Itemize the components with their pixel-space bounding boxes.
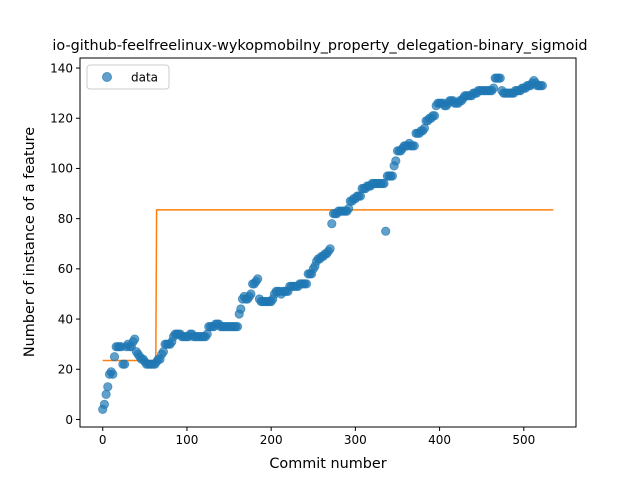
- y-tick-label: 80: [58, 212, 73, 226]
- legend: data: [86, 64, 170, 90]
- plot-area: [98, 73, 554, 414]
- x-tick-label: 200: [260, 433, 283, 447]
- data-point: [130, 334, 140, 344]
- data-point: [391, 156, 401, 166]
- y-tick-label: 140: [50, 61, 73, 75]
- fit-line: [102, 209, 554, 362]
- x-tick-label: 500: [512, 433, 535, 447]
- y-tick-label: 20: [58, 363, 73, 377]
- data-point: [301, 279, 312, 289]
- data-point: [387, 171, 397, 181]
- data-point: [327, 219, 337, 229]
- data-point: [381, 226, 391, 236]
- x-tick-label: 400: [428, 433, 451, 447]
- x-axis-label: Commit number: [269, 456, 386, 472]
- y-tick-label: 120: [50, 112, 73, 126]
- x-tick-label: 100: [175, 433, 198, 447]
- y-axis-label: Number of instance of a feature: [22, 127, 38, 357]
- axes-frame: [79, 57, 577, 428]
- legend-box: [86, 64, 170, 90]
- data-point: [325, 244, 335, 254]
- data-point: [99, 399, 110, 409]
- data-point: [120, 359, 130, 369]
- y-tick-label: 60: [58, 262, 73, 276]
- x-tick-label: 300: [344, 433, 367, 447]
- chart-title: io-github-feelfreelinux-wykopmobilny_pro…: [52, 38, 587, 54]
- data-point: [429, 111, 440, 121]
- y-tick-label: 40: [58, 312, 73, 326]
- data-point: [537, 81, 547, 91]
- x-tick-label: 0: [99, 433, 107, 447]
- y-tick-label: 0: [65, 413, 73, 427]
- data-point: [109, 352, 120, 362]
- data-point: [355, 191, 365, 201]
- data-point: [101, 389, 111, 399]
- data-points-layer: [98, 73, 547, 414]
- data-point: [495, 73, 505, 83]
- x-axis-ticks: 0 100 200 300 400 500: [99, 427, 535, 447]
- data-point: [253, 274, 263, 284]
- legend-marker-data: [102, 72, 112, 82]
- y-axis-ticks: 0 20 40 60 80 100 120 140: [50, 61, 80, 427]
- data-point: [103, 382, 113, 392]
- data-point: [246, 289, 256, 299]
- y-tick-label: 100: [50, 162, 73, 176]
- data-point: [236, 304, 246, 314]
- data-point: [108, 369, 118, 379]
- data-point: [232, 321, 243, 332]
- data-point: [409, 141, 419, 151]
- legend-label-data: data: [131, 71, 158, 85]
- data-point: [488, 83, 499, 93]
- data-point: [379, 178, 389, 189]
- fit-layer: [102, 209, 554, 362]
